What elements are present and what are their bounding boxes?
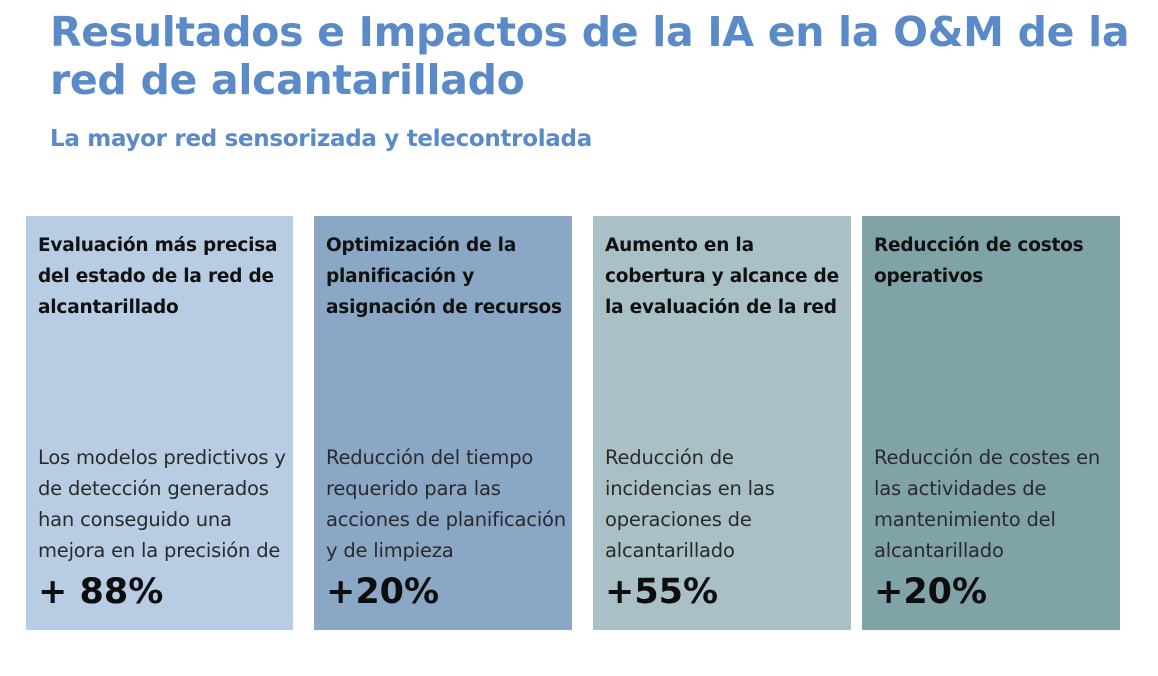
page-subtitle: La mayor red sensorizada y telecontrolad… xyxy=(50,126,592,152)
card-metric: +20% xyxy=(326,572,440,612)
result-card-assessment: Evaluación más precisa del estado de la … xyxy=(26,216,293,630)
result-card-costs: Reducción de costos operativos Reducción… xyxy=(862,216,1120,630)
card-description: Reducción de costes en las actividades d… xyxy=(874,446,1101,562)
card-description: Los modelos predictivos y de detección g… xyxy=(38,446,286,562)
result-card-coverage: Aumento en la cobertura y alcance de la … xyxy=(593,216,851,630)
card-metric: +55% xyxy=(605,572,719,612)
card-metric: + 88% xyxy=(38,572,164,612)
card-description: Reducción del tiempo requerido para las … xyxy=(326,446,566,562)
card-title: Reducción de costos operativos xyxy=(874,235,1084,287)
card-title: Optimización de la planificación y asign… xyxy=(326,235,562,318)
result-card-planning: Optimización de la planificación y asign… xyxy=(314,216,572,630)
card-description: Reducción de incidencias en las operacio… xyxy=(605,446,775,562)
card-metric: +20% xyxy=(874,572,988,612)
card-title: Evaluación más precisa del estado de la … xyxy=(38,235,278,318)
page-title: Resultados e Impactos de la IA en la O&M… xyxy=(50,8,1130,104)
card-title: Aumento en la cobertura y alcance de la … xyxy=(605,235,839,318)
